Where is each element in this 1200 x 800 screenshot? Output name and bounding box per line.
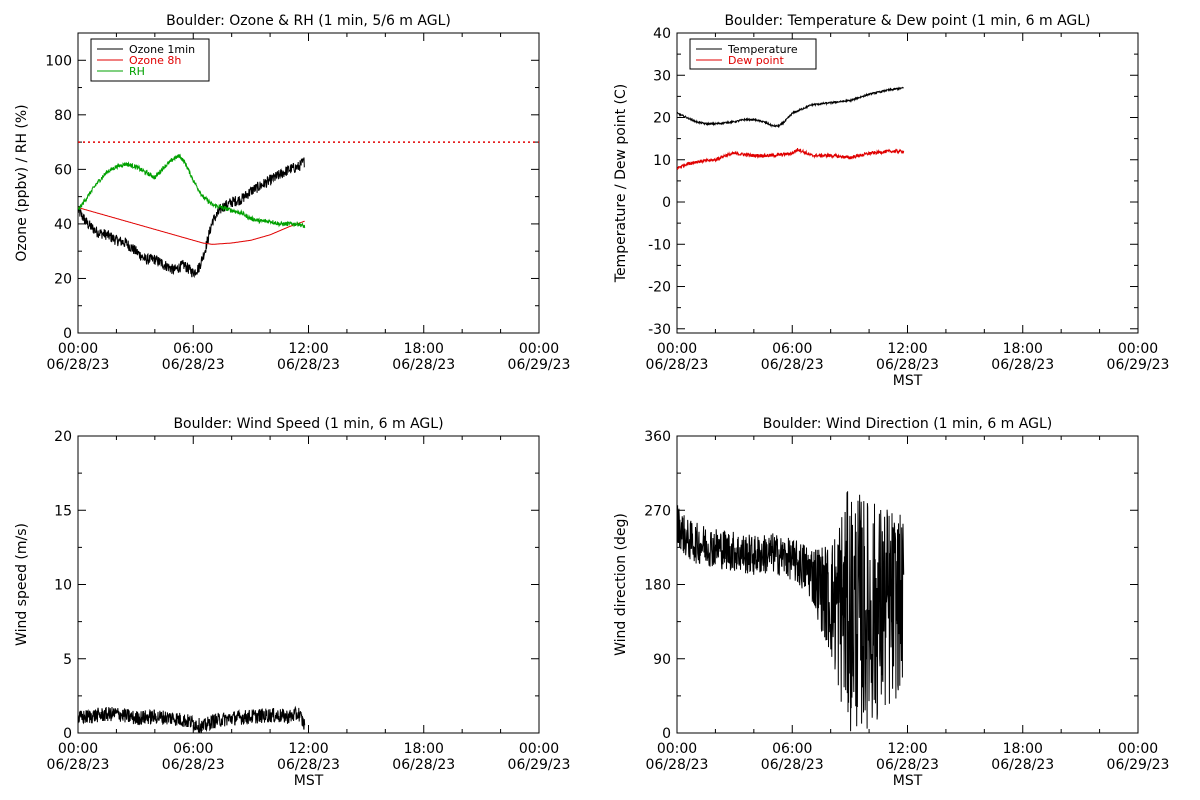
chart-panel-ozone-rh: Boulder: Ozone & RH (1 min, 5/6 m AGL) 0 2… (14, 13, 570, 373)
chart-panel-wind-speed: Boulder: Wind Speed (1 min, 6 m AGL) 0 5 10… (14, 416, 570, 789)
x-tick-time: 18:00 (1003, 341, 1043, 357)
x-tick-time: 00:00 (58, 341, 98, 357)
x-tick-date: 06/28/23 (392, 757, 455, 773)
y-tick-label: 20 (54, 271, 72, 287)
series-line-dew-point (677, 147, 905, 170)
series-line-data (78, 705, 306, 733)
y-tick-label: 10 (653, 153, 671, 169)
x-tick-date: 06/28/23 (991, 757, 1054, 773)
chart-panel-temp-dew: Boulder: Temperature & Dew point (1 min,… (613, 13, 1169, 389)
y-tick-label: 360 (644, 429, 671, 445)
x-tick-time: 00:00 (657, 741, 697, 757)
y-tick-label: -20 (648, 280, 671, 296)
y-tick-label: 0 (63, 726, 72, 742)
x-tick-time: 12:00 (887, 741, 927, 757)
x-tick-time: 12:00 (887, 341, 927, 357)
x-tick-date: 06/28/23 (47, 757, 110, 773)
legend-label: Temperature (727, 43, 798, 56)
y-tick-label: 0 (63, 326, 72, 342)
chart-title: Boulder: Temperature & Dew point (1 min,… (724, 13, 1090, 29)
y-axis-label: Ozone (ppbv) / RH (%) (14, 104, 30, 261)
plot-frame (77, 435, 540, 734)
x-tick-time: 18:00 (1003, 741, 1043, 757)
x-axis-label: MST (893, 773, 923, 789)
x-tick-date: 06/28/23 (876, 357, 939, 373)
y-tick-label: 10 (54, 578, 72, 594)
x-tick-date: 06/28/23 (876, 757, 939, 773)
chart-title: Boulder: Ozone & RH (1 min, 5/6 m AGL) (166, 13, 451, 29)
y-tick-label: 0 (662, 726, 671, 742)
y-tick-label: 20 (653, 111, 671, 127)
x-tick-time: 00:00 (1118, 341, 1158, 357)
x-tick-date: 06/28/23 (646, 357, 709, 373)
x-tick-time: 18:00 (404, 741, 444, 757)
x-tick-date: 06/28/23 (47, 357, 110, 373)
x-tick-time: 00:00 (58, 741, 98, 757)
y-axis-label: Wind speed (m/s) (14, 523, 30, 646)
x-tick-time: 06:00 (772, 341, 812, 357)
x-tick-time: 00:00 (519, 341, 559, 357)
y-tick-label: 40 (653, 26, 671, 42)
x-tick-date: 06/29/23 (1107, 757, 1170, 773)
x-tick-date: 06/28/23 (162, 757, 225, 773)
y-tick-label: 100 (45, 53, 72, 69)
x-tick-date: 06/28/23 (646, 757, 709, 773)
x-tick-date: 06/28/23 (277, 757, 340, 773)
x-tick-date: 06/28/23 (761, 357, 824, 373)
y-tick-label: -30 (648, 322, 671, 338)
legend-label: Ozone 8h (129, 54, 181, 67)
x-tick-date: 06/29/23 (508, 357, 571, 373)
x-tick-time: 06:00 (173, 741, 213, 757)
x-tick-date: 06/29/23 (1107, 357, 1170, 373)
x-tick-date: 06/28/23 (277, 357, 340, 373)
y-tick-label: 0 (662, 195, 671, 211)
y-tick-label: 270 (644, 503, 671, 519)
x-tick-time: 06:00 (173, 341, 213, 357)
y-tick-label: 40 (54, 217, 72, 233)
x-tick-time: 06:00 (772, 741, 812, 757)
x-tick-date: 06/29/23 (508, 757, 571, 773)
y-tick-label: 90 (653, 652, 671, 668)
chart-title: Boulder: Wind Speed (1 min, 6 m AGL) (173, 416, 443, 432)
series-line-ozone-1min (78, 157, 305, 278)
x-tick-time: 18:00 (404, 341, 444, 357)
series-line-temperature (677, 86, 904, 129)
legend-box (689, 38, 817, 70)
y-axis-label: Temperature / Dew point (C) (613, 84, 629, 283)
x-tick-time: 00:00 (519, 741, 559, 757)
x-tick-time: 12:00 (288, 341, 328, 357)
y-tick-label: 20 (54, 429, 72, 445)
y-tick-label: 60 (54, 162, 72, 178)
y-tick-label: 15 (54, 503, 72, 519)
x-tick-date: 06/28/23 (991, 357, 1054, 373)
y-axis-label: Wind direction (deg) (613, 513, 629, 656)
x-tick-date: 06/28/23 (392, 357, 455, 373)
y-tick-label: 30 (653, 68, 671, 84)
legend-label: Ozone 1min (129, 43, 195, 56)
x-axis-label: MST (893, 373, 923, 389)
plot-frame (676, 32, 1139, 334)
y-tick-label: 180 (644, 578, 671, 594)
y-tick-label: 80 (54, 108, 72, 124)
plot-frame (676, 435, 1139, 734)
x-tick-date: 06/28/23 (162, 357, 225, 373)
legend-label: Dew point (728, 54, 784, 67)
legend-label: RH (129, 65, 145, 78)
y-tick-label: -10 (648, 237, 671, 253)
x-axis-label: MST (294, 773, 324, 789)
y-tick-label: 5 (63, 652, 72, 668)
series-line-data (677, 491, 905, 732)
x-tick-date: 06/28/23 (761, 757, 824, 773)
chart-panel-wind-dir: Boulder: Wind Direction (1 min, 6 m AGL)… (613, 416, 1169, 789)
x-tick-time: 12:00 (288, 741, 328, 757)
series-line-rh (78, 153, 306, 229)
chart-title: Boulder: Wind Direction (1 min, 6 m AGL) (763, 416, 1052, 432)
x-tick-time: 00:00 (657, 341, 697, 357)
x-tick-time: 00:00 (1118, 741, 1158, 757)
series-line-ozone-8h (78, 207, 305, 245)
